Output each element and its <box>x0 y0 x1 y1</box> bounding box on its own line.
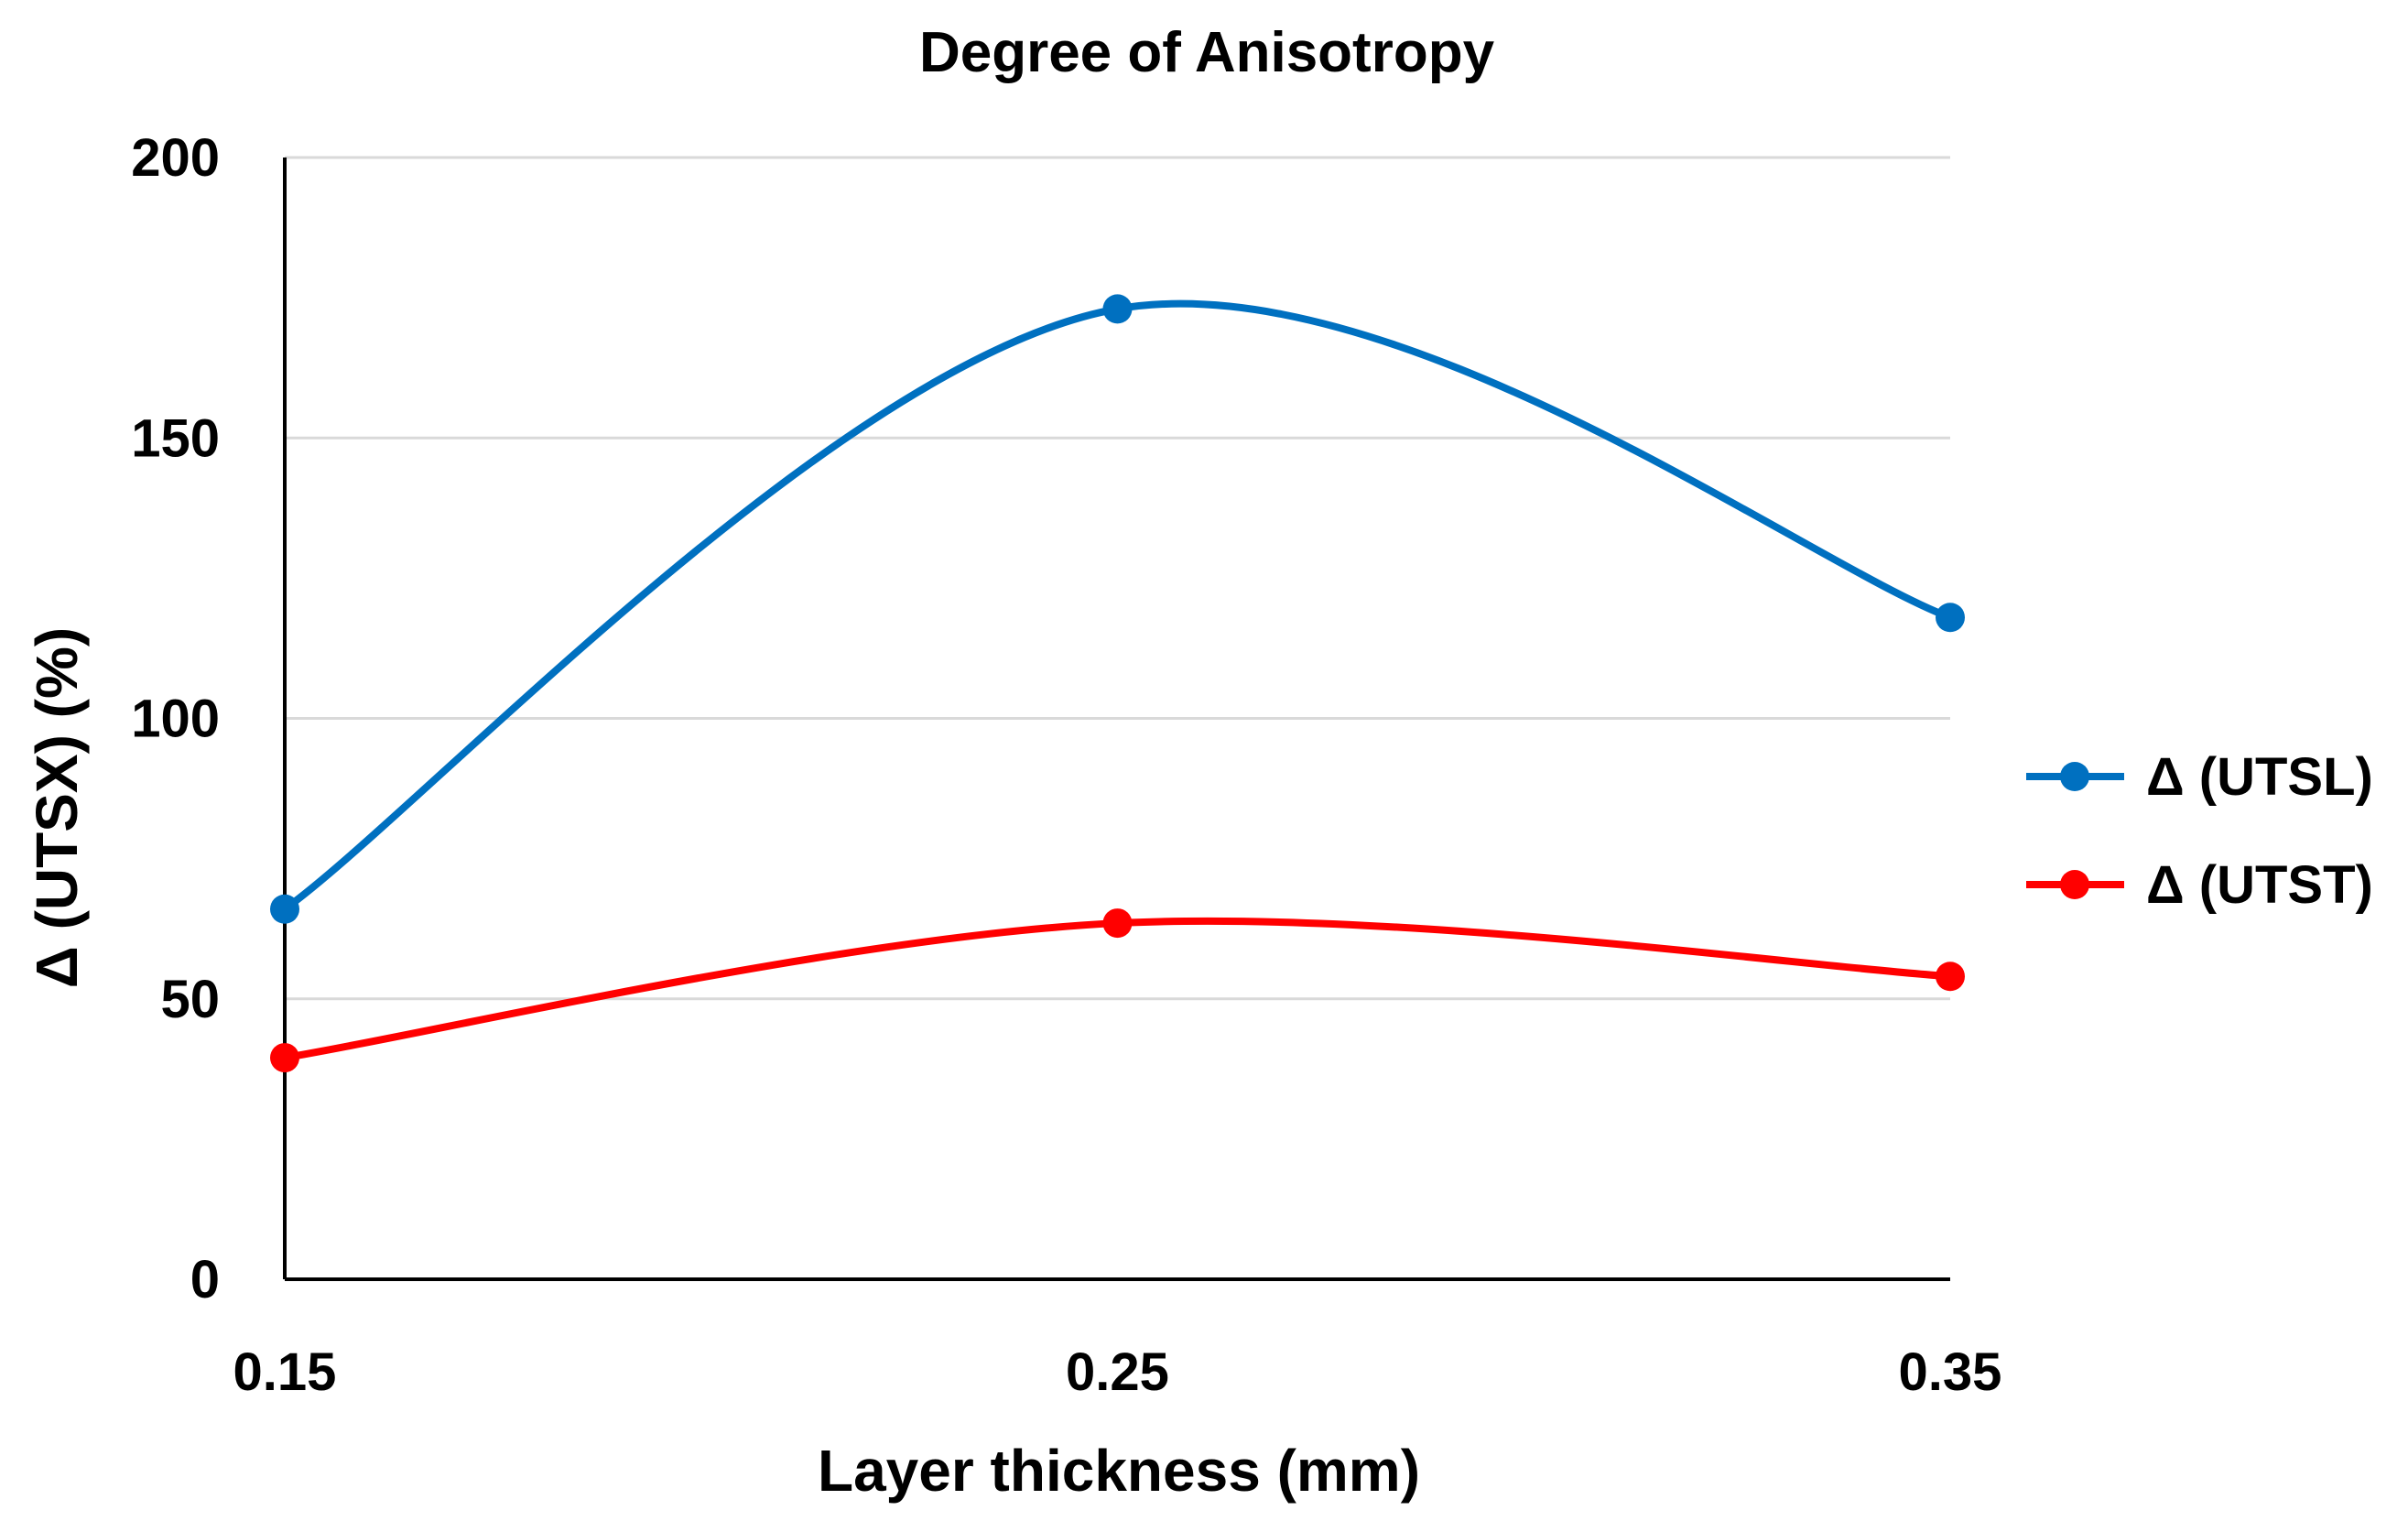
data-point <box>1102 908 1133 939</box>
x-axis-ticks: 0.15 0.25 0.35 <box>233 1342 2002 1402</box>
legend-marker-0 <box>2060 762 2089 791</box>
series-line-1 <box>281 917 1954 1062</box>
legend-label: Δ (UTST) <box>2146 855 2373 915</box>
gridlines <box>285 156 1950 1001</box>
legend-label: Δ (UTSL) <box>2146 747 2373 807</box>
x-tick-label: 0.35 <box>1899 1342 2002 1402</box>
series-lines <box>281 299 1954 1062</box>
legend-marker-1 <box>2060 870 2089 899</box>
data-point <box>1102 294 1133 324</box>
x-tick-label: 0.25 <box>1066 1342 1169 1402</box>
series-markers <box>270 294 1965 1073</box>
data-point <box>1936 962 1965 992</box>
y-axis-title: Δ (UTSX) (%) <box>24 627 90 988</box>
data-point <box>270 1043 299 1073</box>
y-tick-label: 150 <box>131 408 220 468</box>
series-line-0 <box>281 299 1954 913</box>
y-axis-ticks: 0 50 100 150 200 <box>131 128 220 1309</box>
legend: Δ (UTSL) Δ (UTST) <box>2026 747 2373 915</box>
x-axis-title: Layer thickness (mm) <box>818 1438 1420 1504</box>
data-point <box>270 894 299 924</box>
data-point <box>1936 603 1965 633</box>
y-tick-label: 100 <box>131 690 220 749</box>
y-tick-label: 200 <box>131 128 220 188</box>
y-tick-label: 0 <box>190 1250 220 1309</box>
y-tick-label: 50 <box>160 970 220 1029</box>
x-tick-label: 0.15 <box>233 1342 337 1402</box>
axes <box>283 158 1950 1281</box>
chart-title: Degree of Anisotropy <box>919 21 1495 84</box>
